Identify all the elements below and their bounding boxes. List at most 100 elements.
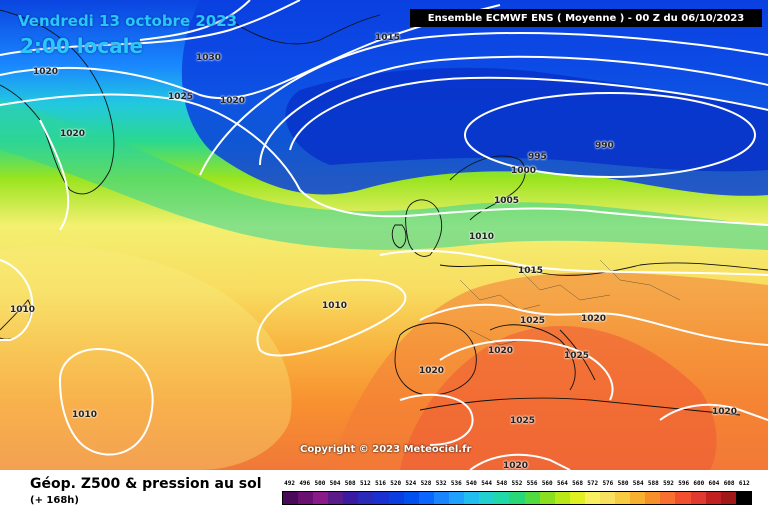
copyright-notice: Copyright © 2023 Meteociel.fr	[300, 444, 472, 455]
isobar-label: 1020	[712, 407, 738, 417]
legend-label: 552	[511, 480, 523, 487]
isobar-1000	[259, 55, 768, 166]
isobar-1020-east	[659, 403, 768, 421]
legend-label: 572	[587, 480, 599, 487]
border-line	[459, 279, 541, 311]
isobar-label: 1010	[72, 410, 98, 420]
legend-label: 584	[632, 480, 644, 487]
legend-swatch	[509, 492, 525, 504]
legend-label: 596	[678, 480, 690, 487]
legend-label: 548	[496, 480, 508, 487]
weather-map: 1015 1030 1020 1025 1020 1020 995 990 10…	[0, 0, 768, 470]
legend-label: 520	[390, 480, 402, 487]
legend-swatch	[283, 492, 299, 504]
model-run-banner: Ensemble ECMWF ENS ( Moyenne ) - 00 Z du…	[410, 9, 762, 27]
isobar-990	[464, 92, 756, 178]
isobar-label: 1020	[419, 366, 445, 376]
isobar-1025	[139, 0, 251, 41]
isobar-label: 1025	[168, 92, 194, 102]
isobar-1015-east	[379, 249, 768, 276]
isobar-label: 1020	[503, 461, 529, 470]
isobar-label: 1020	[60, 129, 86, 139]
isobar-label: 1030	[196, 53, 222, 63]
legend-swatch	[705, 492, 721, 504]
legend-swatch	[494, 492, 510, 504]
isobar-label: 1020	[220, 96, 246, 106]
isobar-label: 1025	[564, 351, 590, 361]
arctic-coast	[229, 14, 381, 45]
italy-coast	[559, 329, 596, 381]
isobar-label: 1020	[33, 67, 59, 77]
legend-swatch	[373, 492, 389, 504]
legend-label: 500	[314, 480, 326, 487]
legend-label: 580	[617, 480, 629, 487]
legend-swatch	[328, 492, 344, 504]
color-scale-legend: 492 496 500 504 508 512 516 520 524 528 532 536 540 5…	[282, 480, 752, 507]
isobar-label: 995	[528, 152, 547, 162]
legend-label: 532	[435, 480, 447, 487]
legend-swatch	[403, 492, 419, 504]
legend-swatch	[388, 492, 404, 504]
isobar-1005	[199, 32, 768, 176]
isobar-label: 1010	[322, 301, 348, 311]
legend-label: 576	[602, 480, 614, 487]
legend-swatch	[599, 492, 616, 504]
isobar-1020-greenland	[39, 119, 70, 231]
valid-time: 2:00 locale	[20, 34, 144, 58]
isobar-1010-edge	[0, 259, 34, 341]
legend-swatch	[479, 492, 495, 504]
iberia-coast	[394, 322, 477, 396]
legend-swatch	[675, 492, 691, 504]
legend-label: 508	[344, 480, 356, 487]
isobar-label: 1020	[488, 346, 514, 356]
map-graphic	[0, 0, 768, 470]
isobar-label: 1025	[510, 416, 536, 426]
legend-label: 588	[647, 480, 659, 487]
legend-swatch	[630, 492, 646, 504]
legend-label: 504	[329, 480, 341, 487]
legend-swatch	[358, 492, 374, 504]
legend-label: 556	[526, 480, 538, 487]
legend-swatch	[539, 492, 555, 504]
legend-swatch	[584, 492, 600, 504]
legend-swatch	[343, 492, 359, 504]
legend-swatch	[615, 492, 631, 504]
borders	[459, 259, 681, 346]
legend-label: 512	[359, 480, 371, 487]
green-band	[0, 100, 768, 250]
border-line	[469, 329, 521, 346]
isobar-1010	[0, 93, 768, 226]
isobar-995	[289, 76, 768, 151]
legend-label: 608	[723, 480, 735, 487]
scandinavia-coast	[449, 155, 526, 221]
legend-label: 496	[299, 480, 311, 487]
isobar-label: 1015	[375, 33, 401, 43]
legend-swatch	[449, 492, 465, 504]
isobar-1020-south	[469, 453, 571, 470]
legend-label: 592	[663, 480, 674, 487]
isobar-label: 990	[595, 141, 614, 151]
legend-swatch	[720, 492, 736, 504]
legend-label: 612	[738, 480, 750, 487]
legend-label: 568	[572, 480, 583, 487]
legend-label: 536	[450, 480, 462, 487]
legend-label: 524	[405, 480, 417, 487]
ireland-coast	[391, 224, 407, 249]
legend-swatch	[418, 492, 434, 504]
legend-swatch	[569, 492, 585, 504]
legend-labels: 492 496 500 504 508 512 516 520 524 528 532 536 540 5…	[282, 480, 752, 490]
britain-coast	[405, 199, 443, 257]
legend-swatch	[464, 492, 480, 504]
legend-swatch	[433, 492, 450, 504]
north-europe-coast	[439, 262, 768, 276]
isobar-label: 1005	[494, 196, 520, 206]
isobar-1020-africa	[399, 393, 474, 446]
isobar-label: 1020	[581, 314, 607, 324]
isobar-label: 1010	[10, 305, 36, 315]
mediterranean-north-coast	[489, 324, 576, 391]
legend-swatches	[282, 491, 752, 505]
isobar-label: 1000	[511, 166, 537, 176]
isobar-1010-west	[58, 348, 154, 456]
isobar-1025-med	[439, 339, 614, 401]
border-line	[519, 269, 611, 301]
